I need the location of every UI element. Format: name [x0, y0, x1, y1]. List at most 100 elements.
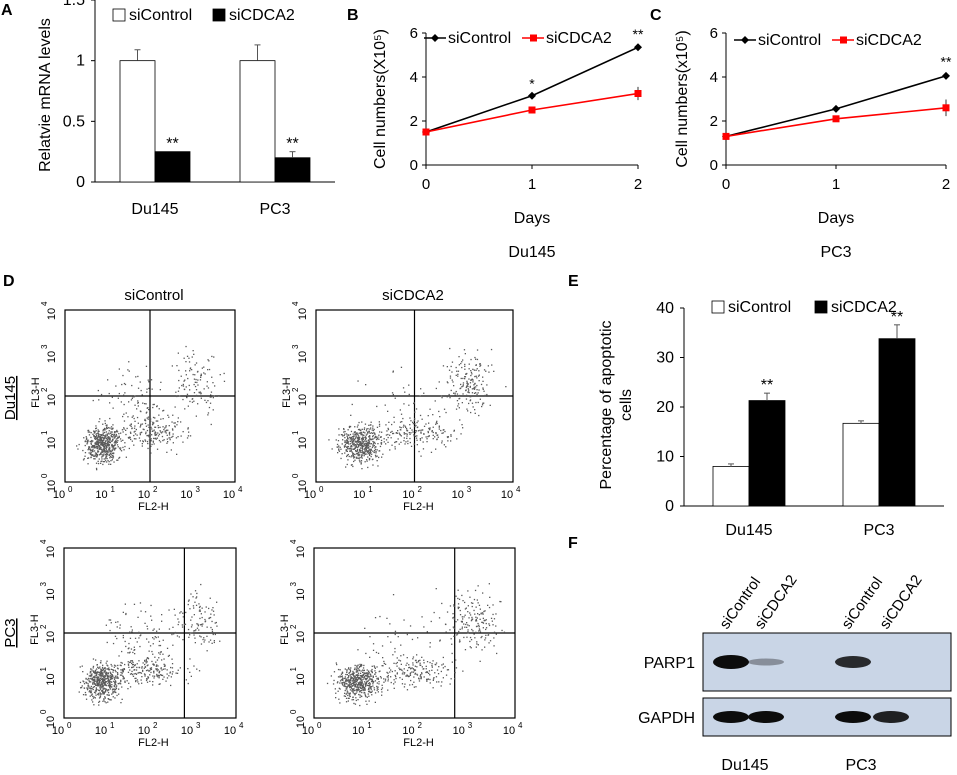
event-dot — [96, 454, 99, 457]
event-dot — [463, 616, 465, 618]
event-dot — [161, 674, 164, 677]
event-dot — [152, 643, 154, 645]
data-point-siControl — [528, 91, 536, 100]
event-dot — [94, 438, 97, 440]
event-dot — [359, 440, 361, 443]
event-dots — [328, 347, 507, 470]
event-dot — [465, 398, 468, 400]
event-dot — [346, 454, 348, 456]
event-dot — [472, 379, 474, 381]
event-dot — [137, 387, 140, 389]
event-dot — [464, 626, 466, 628]
event-dot — [147, 669, 149, 671]
event-dot — [101, 673, 104, 675]
event-dot — [96, 682, 98, 684]
event-dot — [354, 689, 356, 692]
event-dot — [165, 426, 167, 428]
event-dot — [464, 376, 467, 378]
event-dot — [149, 433, 151, 435]
event-dot — [110, 452, 112, 455]
event-dot — [416, 426, 418, 429]
event-dot — [121, 670, 124, 672]
event-dot — [138, 666, 141, 669]
event-dot — [456, 633, 459, 635]
event-dot — [154, 656, 156, 658]
event-dot — [91, 439, 93, 442]
event-dot — [393, 662, 395, 664]
event-dot — [102, 679, 104, 681]
event-dot — [169, 437, 171, 439]
event-dot — [124, 445, 126, 448]
event-dot — [96, 441, 98, 443]
event-dot — [362, 431, 365, 433]
event-dot — [209, 396, 211, 398]
event-dot — [96, 438, 98, 440]
event-dot — [381, 645, 384, 647]
event-dot — [183, 380, 185, 382]
event-dot — [398, 667, 400, 669]
event-dot — [354, 447, 356, 449]
event-dot — [468, 402, 470, 405]
event-dot — [346, 679, 348, 681]
event-dot — [130, 438, 132, 441]
event-dot — [101, 443, 103, 445]
event-dot — [471, 616, 473, 619]
event-dot — [459, 387, 461, 390]
event-dot — [366, 445, 368, 447]
event-dot — [452, 381, 454, 383]
event-dot — [104, 444, 106, 446]
event-dot — [99, 686, 101, 688]
event-dot — [104, 427, 106, 430]
event-dot — [95, 684, 97, 686]
event-dot — [157, 665, 159, 667]
event-dot — [398, 443, 400, 445]
event-dot — [477, 401, 479, 404]
event-dot — [97, 440, 99, 442]
event-dot — [108, 432, 110, 434]
event-dot — [380, 442, 382, 444]
event-dot — [117, 664, 119, 667]
event-dot — [146, 435, 148, 437]
event-dot — [182, 398, 184, 401]
event-dot — [101, 439, 103, 441]
event-dot — [362, 669, 364, 671]
event-dot — [357, 682, 359, 684]
event-dot — [475, 619, 477, 621]
event-dot — [362, 436, 364, 438]
event-dot — [95, 467, 98, 470]
event-dot — [101, 666, 104, 669]
event-dot — [105, 457, 107, 459]
event-dot — [361, 445, 364, 447]
event-dot — [376, 682, 378, 684]
event-dot — [344, 692, 346, 694]
event-dot — [407, 440, 409, 442]
event-dot — [357, 699, 359, 701]
event-dot — [467, 383, 469, 385]
event-dot — [347, 436, 349, 438]
event-dot — [394, 633, 396, 636]
event-dot — [200, 373, 202, 375]
event-dot — [445, 446, 447, 448]
event-dot — [361, 421, 363, 423]
event-dot — [429, 682, 431, 684]
event-dot — [396, 657, 398, 659]
event-dot — [207, 387, 210, 389]
event-dot — [99, 448, 101, 450]
event-dot — [130, 660, 132, 662]
data-point-siCDCA2 — [722, 132, 730, 140]
event-dot — [93, 696, 95, 698]
event-dot — [440, 685, 442, 687]
event-dot — [368, 688, 370, 690]
event-dot — [99, 434, 101, 436]
event-dot — [121, 674, 123, 676]
event-dot — [89, 440, 91, 443]
event-dot — [127, 664, 130, 666]
event-dot — [88, 675, 90, 677]
event-dot — [384, 404, 386, 406]
event-dot — [390, 681, 392, 684]
event-dot — [95, 446, 98, 448]
y-tick-label: 6 — [710, 25, 718, 42]
event-dot — [367, 675, 369, 677]
event-dot — [366, 681, 368, 683]
event-dot — [98, 682, 100, 684]
